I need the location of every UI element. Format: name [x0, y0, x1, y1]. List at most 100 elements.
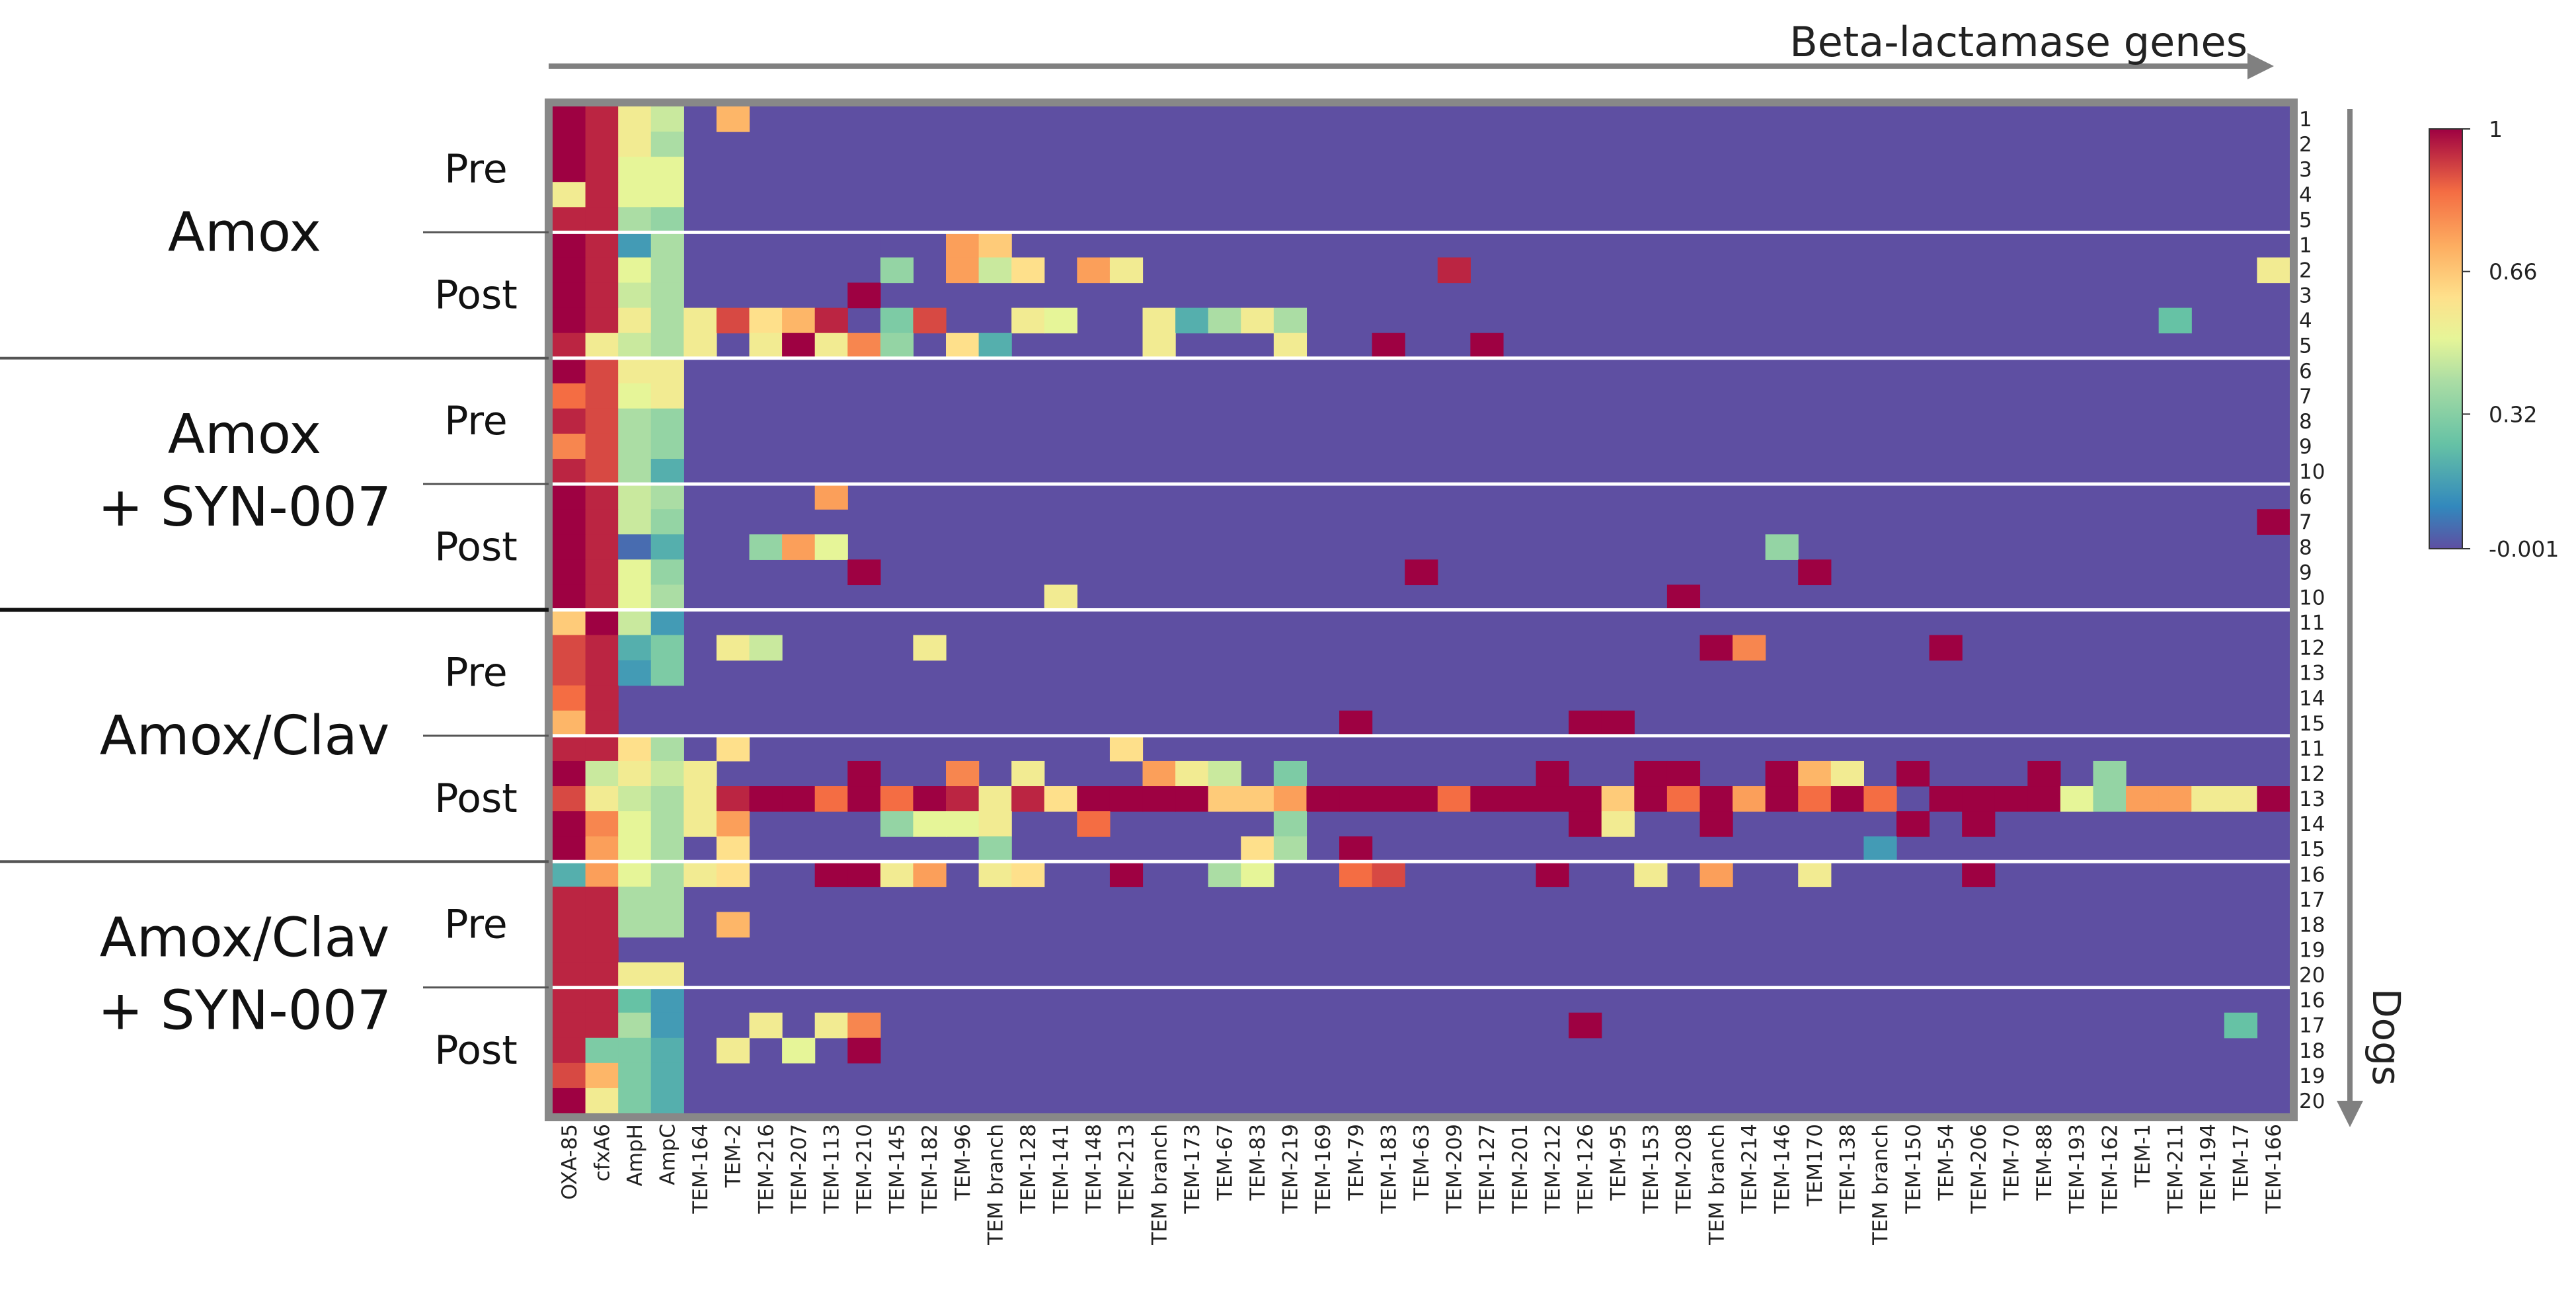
column-label: TEM-193 [2066, 1124, 2089, 1214]
heatmap-cell [553, 811, 586, 837]
column-label: TEM-67 [1214, 1124, 1237, 1201]
heatmap-cell [618, 459, 652, 485]
heatmap-cell [650, 282, 684, 309]
colorbar-tick-label: 1 [2489, 116, 2503, 142]
heatmap-cell [618, 509, 652, 535]
column-label: TEM-113 [820, 1124, 844, 1214]
heatmap-cell [716, 786, 750, 812]
heatmap-cell [650, 257, 684, 284]
heatmap-cell [650, 635, 684, 661]
heatmap-cell [847, 232, 881, 258]
heatmap-cell [650, 182, 684, 208]
column-label: TEM-79 [1345, 1124, 1368, 1201]
column-label: TEM-138 [1836, 1124, 1860, 1214]
heatmap-cell [683, 811, 717, 837]
heatmap-cell [553, 887, 586, 913]
heatmap-cell [782, 307, 816, 334]
row-label: 7 [2299, 385, 2312, 409]
row-label: 16 [2299, 989, 2325, 1013]
heatmap-cell [2126, 786, 2160, 812]
heatmap-cell [1241, 861, 1274, 887]
subgroup-label: Post [434, 1027, 518, 1074]
heatmap-cell [553, 534, 586, 560]
heatmap-cell [553, 106, 586, 132]
row-label: 17 [2299, 888, 2325, 912]
heatmap-cell [1830, 760, 1864, 787]
heatmap-cell [814, 861, 848, 887]
heatmap-cell [1011, 861, 1045, 887]
column-label: TEM170 [1803, 1124, 1827, 1207]
heatmap-cell [814, 1012, 848, 1039]
heatmap-cell [1666, 760, 1701, 787]
heatmap-cell [683, 333, 717, 359]
heatmap-cell [650, 660, 684, 686]
column-label: TEM-207 [787, 1124, 811, 1214]
heatmap-cell [1470, 786, 1504, 812]
heatmap-cell [585, 836, 619, 862]
heatmap-cell [913, 811, 947, 837]
heatmap-cell [1437, 786, 1471, 812]
row-label: 7 [2299, 510, 2312, 534]
column-label: TEM-95 [1607, 1124, 1631, 1201]
colorbar-tick-label: -0.001 [2489, 536, 2559, 562]
column-label: TEM-150 [1902, 1124, 1926, 1214]
heatmap-cell [553, 232, 586, 258]
column-label: TEM-164 [689, 1124, 713, 1214]
heatmap-cell [585, 383, 619, 409]
heatmap-cell [913, 861, 947, 887]
heatmap-cell [585, 962, 619, 988]
heatmap-cell [585, 912, 619, 938]
heatmap-cell [2093, 786, 2127, 812]
heatmap-cell [847, 861, 881, 887]
heatmap-cell [618, 861, 652, 887]
subgroup-label: Post [434, 775, 518, 822]
heatmap-cell [585, 1012, 619, 1039]
heatmap-cell [978, 257, 1012, 284]
heatmap-cell [1208, 786, 1241, 812]
heatmap-cell [1011, 307, 1045, 334]
heatmap-cell [650, 534, 684, 560]
heatmap-cell [1699, 811, 1733, 837]
row-label: 18 [2299, 913, 2325, 937]
subgroup-label: Pre [444, 398, 507, 444]
heatmap-cell [553, 459, 586, 485]
heatmap-cell [1273, 786, 1308, 812]
heatmap-cell [585, 157, 619, 182]
row-label: 4 [2299, 183, 2312, 207]
group-labels: Amox Amox + SYN-007 Amox/Clav Amox/Clav + SYN… [98, 201, 391, 1042]
heatmap-cell [1372, 333, 1405, 359]
row-label: 20 [2299, 964, 2325, 988]
heatmap-cell [946, 333, 980, 359]
heatmap-cell [618, 1037, 652, 1064]
column-label: TEM branch [984, 1124, 1007, 1246]
row-label: 15 [2299, 838, 2325, 861]
subgroup-label: Post [434, 524, 518, 570]
heatmap-cell [2060, 786, 2094, 812]
x-axis-arrow [549, 53, 2274, 79]
heatmap-cell [1699, 635, 1733, 661]
heatmap-cell [650, 811, 684, 837]
heatmap-cell [1175, 307, 1209, 334]
heatmap-cell [553, 836, 586, 862]
heatmap-cell [1109, 735, 1144, 762]
heatmap-cell [585, 861, 619, 887]
heatmap-cell [618, 106, 652, 132]
heatmap-cell [2191, 786, 2225, 812]
heatmap-cell [618, 786, 652, 812]
heatmap-cell [618, 534, 652, 560]
heatmap-cell [553, 282, 586, 309]
column-label: TEM-63 [1410, 1124, 1434, 1201]
heatmap-cell [618, 1088, 652, 1114]
heatmap-cell [749, 635, 783, 661]
column-label: TEM-182 [918, 1124, 942, 1214]
heatmap-cell [1601, 710, 1635, 736]
y-axis-arrow [2337, 109, 2363, 1127]
heatmap-cell [650, 584, 684, 611]
heatmap-cell [553, 760, 586, 787]
column-label: OXA-85 [558, 1124, 582, 1200]
heatmap-cell [650, 157, 684, 182]
heatmap-cell [585, 735, 619, 762]
heatmap-cell [1077, 257, 1111, 284]
heatmap-cell [716, 811, 750, 837]
heatmap-cell [716, 912, 750, 938]
